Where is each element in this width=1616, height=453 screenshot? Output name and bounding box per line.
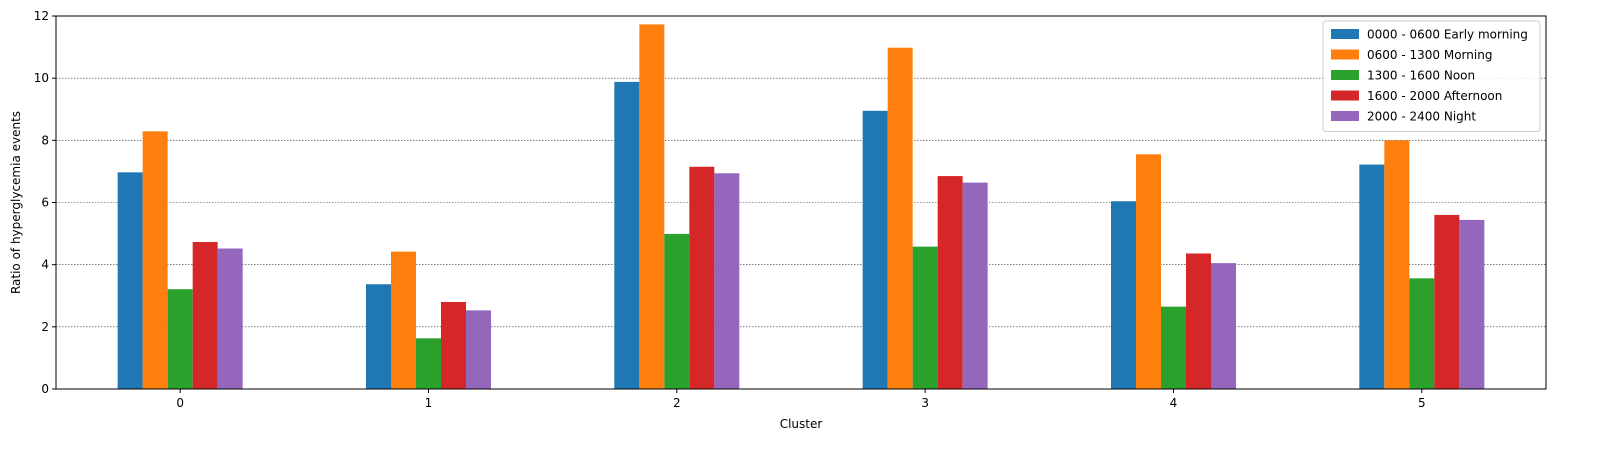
bar bbox=[1111, 201, 1136, 389]
legend: 0000 - 0600 Early morning 0600 - 1300 Mor… bbox=[1322, 20, 1541, 132]
bar bbox=[366, 284, 391, 389]
y-axis-label: Ratio of hyperglycemia events bbox=[9, 111, 23, 294]
x-tick-label: 2 bbox=[673, 396, 681, 410]
legend-swatch bbox=[1331, 49, 1359, 60]
bar bbox=[217, 248, 243, 389]
legend-swatch bbox=[1331, 29, 1359, 39]
bar bbox=[1161, 306, 1186, 389]
y-tick-label: 10 bbox=[34, 71, 49, 85]
bar bbox=[962, 182, 988, 389]
y-tick-label: 0 bbox=[41, 382, 49, 396]
y-tick-label: 6 bbox=[41, 196, 49, 210]
bar bbox=[1459, 219, 1485, 389]
bar bbox=[1409, 278, 1435, 389]
bar bbox=[887, 47, 913, 390]
bar bbox=[1136, 154, 1161, 389]
legend-entry: 0000 - 0600 Early morning bbox=[1367, 28, 1528, 42]
grid-lines bbox=[56, 77, 1546, 328]
bar bbox=[1186, 253, 1211, 389]
bar bbox=[117, 172, 143, 389]
bar bbox=[1359, 164, 1385, 389]
x-tick-label: 5 bbox=[1418, 396, 1426, 410]
bar bbox=[639, 24, 665, 390]
legend-swatch bbox=[1331, 90, 1359, 101]
bar bbox=[862, 110, 888, 389]
y-tick-label: 12 bbox=[34, 9, 49, 23]
bar bbox=[664, 233, 690, 389]
legend-swatch bbox=[1331, 111, 1359, 121]
bar bbox=[192, 241, 218, 389]
y-axis: 0 2 4 6 8 10 12 bbox=[34, 9, 56, 396]
x-tick-label: 1 bbox=[425, 396, 433, 410]
bar bbox=[142, 131, 168, 390]
legend-entry: 1300 - 1600 Noon bbox=[1367, 69, 1475, 83]
bar bbox=[912, 246, 938, 389]
x-tick-label: 3 bbox=[921, 396, 929, 410]
x-axis-label: Cluster bbox=[780, 417, 823, 431]
bar bbox=[466, 310, 491, 389]
y-tick-label: 2 bbox=[41, 320, 49, 334]
bar bbox=[167, 289, 193, 389]
bar bbox=[391, 251, 416, 389]
y-tick-label: 4 bbox=[41, 258, 49, 272]
bar bbox=[1384, 140, 1410, 389]
x-axis: 0 1 2 3 4 5 bbox=[176, 389, 1426, 410]
legend-entry: 1600 - 2000 Afternoon bbox=[1367, 89, 1502, 103]
bar bbox=[1211, 263, 1236, 389]
bar bbox=[1434, 214, 1460, 389]
bar bbox=[714, 173, 740, 389]
x-tick-label: 4 bbox=[1170, 396, 1178, 410]
bar bbox=[937, 176, 963, 389]
bar bbox=[441, 301, 466, 389]
legend-swatch bbox=[1331, 70, 1359, 80]
bars bbox=[117, 24, 1485, 390]
y-tick-label: 8 bbox=[41, 133, 49, 147]
bar bbox=[416, 338, 441, 389]
legend-box bbox=[1322, 20, 1541, 132]
bar bbox=[689, 166, 715, 389]
legend-entry: 2000 - 2400 Night bbox=[1367, 110, 1476, 124]
x-tick-label: 0 bbox=[176, 396, 184, 410]
legend-entry: 0600 - 1300 Morning bbox=[1367, 48, 1492, 62]
bar bbox=[614, 81, 640, 389]
